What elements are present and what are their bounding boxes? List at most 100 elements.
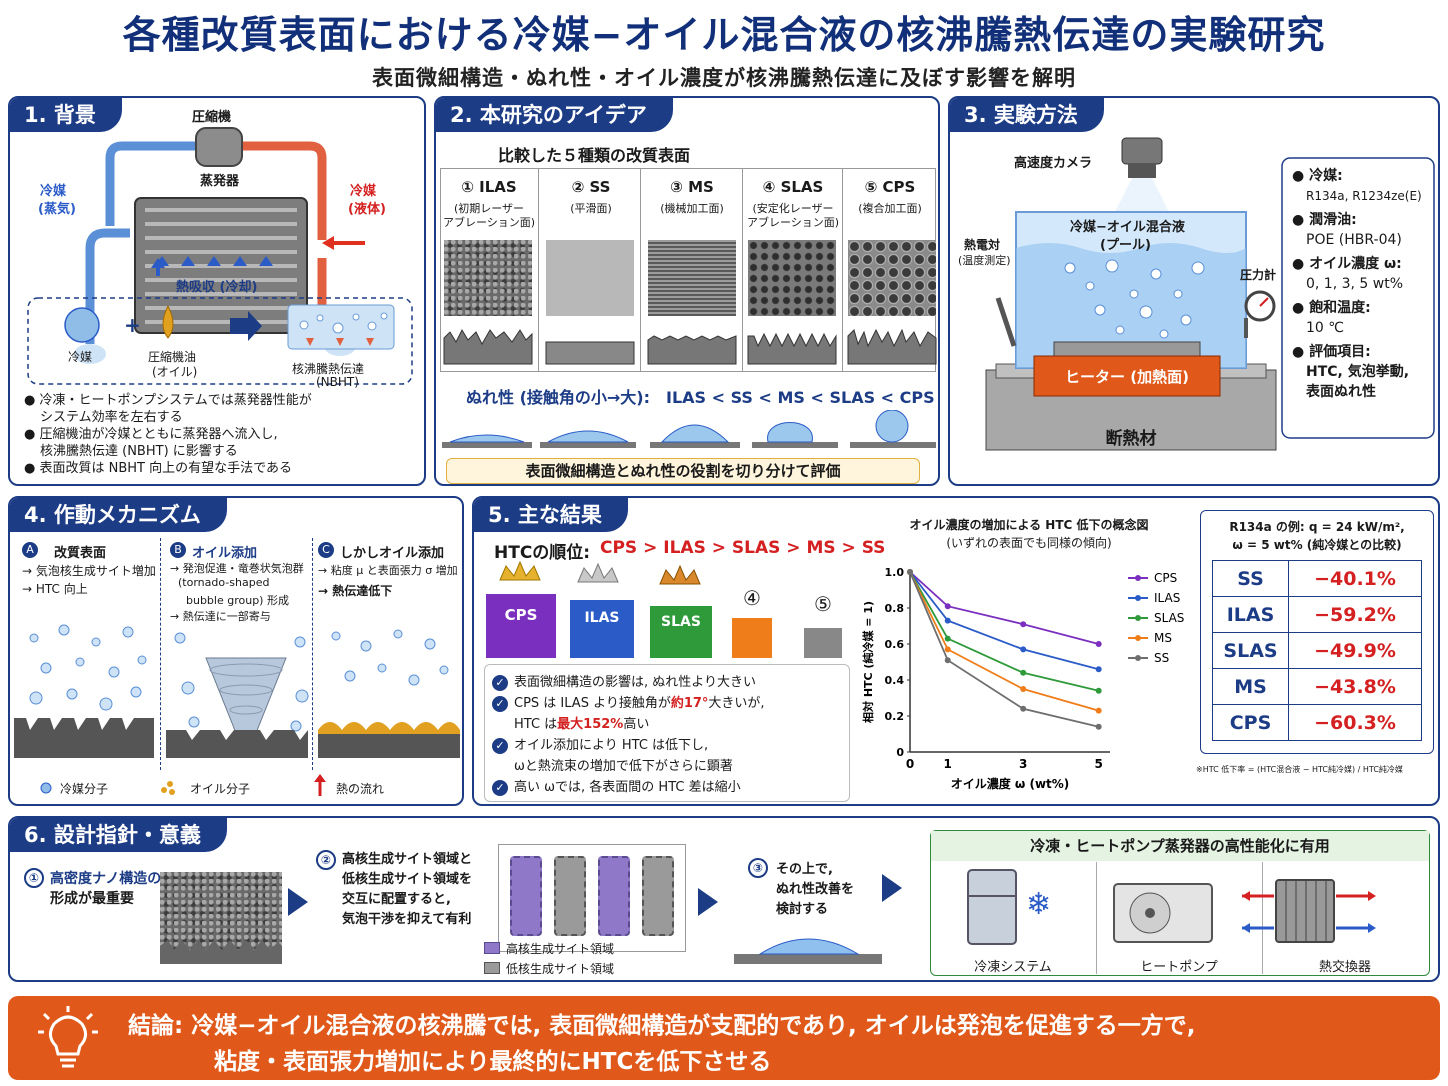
panel-background: 3. 実験方法 高速度カメラ 冷媒−オイル混合液 (プール) 熱電対 (温度測定…: [948, 96, 1440, 486]
vapor-label-sub: (蒸気): [38, 202, 76, 217]
conclusion-line: 粘度・表面張力増加により最終的にHTCを低下させる: [214, 1049, 772, 1075]
table-caption: R134a の例: q = 24 kW/m²,: [1229, 520, 1405, 534]
application-label: ヒートポンプ: [1140, 960, 1218, 975]
wetting-droplet-illustration: [734, 938, 882, 964]
legend-refrigerant: 冷媒分子: [60, 782, 109, 796]
table-row: MS −43.8%: [1212, 668, 1422, 705]
divider: [160, 538, 161, 770]
oil-label-sub: (オイル): [152, 365, 198, 379]
data-point-slas: [1095, 687, 1102, 694]
heat-exchanger-icon: [1275, 879, 1335, 943]
legend-low-label: 低核生成サイト領域: [506, 962, 615, 976]
table-cell-surface: ILAS: [1212, 596, 1289, 633]
pool-label: 冷媒−オイル混合液: [1070, 220, 1185, 235]
table-cell-surface: CPS: [1212, 704, 1289, 741]
grid-divider: [640, 168, 641, 372]
ilas-surface-image: [444, 240, 532, 316]
table-row: SS −40.1%: [1212, 560, 1422, 597]
background-bullets: ● 冷凍・ヒートポンプシステムでは蒸発器性能が システム効率を左右する ● 圧縮…: [24, 392, 424, 477]
htc-line-chart: 0 0.2 0.4 0.6 0.8 1.0 0 1 3 5 オイル濃度 ω (wt%) 相対 HTC …: [861, 566, 1184, 791]
step3-line: ぬれ性改善を: [776, 882, 855, 897]
mech-b-line: → 熱伝達に一部寄与: [170, 610, 271, 623]
spec-label: ● 冷媒:: [1292, 168, 1343, 184]
legend-marker: [1135, 655, 1141, 661]
arrow-right-icon: [230, 311, 262, 341]
evaporator-label: 蒸発器: [200, 174, 240, 189]
bullet-item: 核沸騰熱伝達 (NBHT) に影響する: [40, 444, 238, 459]
spec-label: ● 飽和温度:: [1292, 300, 1371, 316]
podium-label: CPS: [504, 606, 538, 624]
arrow-right-icon: [288, 888, 308, 916]
data-point-ss: [907, 569, 913, 575]
spec-value: 10 ℃: [1306, 320, 1344, 336]
finding-item: ✓ 表面微細構造の影響は, ぬれ性より大きい: [492, 672, 848, 693]
conclusion-line: 結論: 冷媒−オイル混合液の核沸騰では, 表面微細構造が支配的であり, オイルは…: [128, 1013, 1196, 1039]
pool-label-sub: (プール): [1100, 238, 1151, 253]
findings-list: ✓ 表面微細構造の影響は, ぬれ性より大きい ✓ CPS は ILAS より接触角が…: [492, 672, 848, 798]
panel-title: 5. 主な結果: [474, 498, 628, 532]
series-line-ilas: [909, 571, 1099, 671]
spec-value: 0, 1, 3, 5 wt%: [1306, 276, 1404, 292]
ss-surface-image: [546, 240, 634, 316]
conclusion-banner: 結論: 冷媒−オイル混合液の核沸騰では, 表面微細構造が支配的であり, オイルは…: [8, 996, 1440, 1080]
table-footnote: ※HTC 低下率 = (HTC混合液 − HTC純冷媒) / HTC純冷媒: [1196, 765, 1403, 774]
arrow-right-icon: [882, 874, 902, 902]
bullet-item: ● 冷凍・ヒートポンプシステムでは蒸発器性能が: [24, 393, 312, 408]
table-cell-value: −49.9%: [1288, 632, 1422, 669]
data-point-ms: [944, 646, 951, 653]
lightbulb-icon: [38, 1006, 98, 1068]
legend-high-label: 高核生成サイト領域: [506, 942, 615, 956]
mech-b-heading: オイル添加: [192, 546, 258, 561]
finding-item: ωと熱流束の増加で低下がさらに顕著: [514, 759, 733, 774]
refrigerant-molecule-icon: [40, 782, 52, 794]
legend-label: SLAS: [1154, 611, 1184, 625]
data-point-slas: [944, 635, 951, 642]
rank-value: CPS > ILAS > SLAS > MS > SS: [600, 538, 886, 558]
panel-background: 5. 主な結果 HTCの順位: CPS > ILAS > SLAS > MS >…: [472, 496, 1440, 806]
experiment-apparatus-diagram: [985, 137, 1435, 451]
grid-divider: [742, 168, 743, 372]
step-number-badge: ②: [316, 850, 336, 870]
table-cell-surface: SS: [1212, 560, 1289, 597]
y-tick-label: 0: [896, 746, 904, 759]
surface-name: ① ILAS: [461, 178, 517, 196]
series-line-slas: [909, 571, 1099, 692]
thermocouple-label: 熱電対: [964, 238, 1001, 252]
low-nucleation-region: [642, 856, 674, 936]
check-icon: ✓: [492, 674, 508, 691]
surface-desc: (機械加工面): [660, 202, 724, 215]
x-tick-label: 5: [1094, 757, 1102, 771]
y-tick-label: 0.4: [885, 674, 905, 687]
spec-value: R134a, R1234ze(E): [1306, 189, 1422, 203]
legend-marker: [1135, 595, 1141, 601]
data-point-ss: [1095, 723, 1102, 730]
divider: [312, 538, 313, 770]
table-cell-value: −40.1%: [1288, 560, 1422, 597]
bullet-item: システム効率を左右する: [40, 410, 183, 425]
crown-icon: [659, 564, 701, 585]
grid-divider: [538, 168, 539, 372]
podium-label: ④: [743, 586, 761, 610]
applications-title: 冷凍・ヒートポンプ蒸発器の高性能化に有用: [931, 831, 1429, 861]
data-point-cps: [1020, 621, 1027, 628]
step-number-badge: ③: [748, 858, 768, 878]
y-tick-label: 0.8: [885, 602, 905, 615]
surface-desc: アブレーション面): [746, 216, 840, 229]
mech-a-heading: 改質表面: [54, 546, 107, 561]
series-line-ms: [909, 571, 1099, 712]
divider: [1096, 862, 1097, 974]
mech-c-heading: しかしオイル添加: [340, 546, 445, 561]
podium-label: SLAS: [661, 614, 701, 630]
table-row: ILAS −59.2%: [1212, 596, 1422, 633]
chart-title: オイル濃度の増加による HTC 低下の概念図: [909, 518, 1149, 532]
legend-label: ILAS: [1154, 591, 1180, 605]
step3-line: その上で,: [776, 862, 833, 877]
mech-b-line: bubble group) 形成: [186, 594, 289, 607]
wettability-order: ぬれ性 (接触角の小→大): ILAS < SS < MS < SLAS < C…: [466, 388, 935, 407]
panel-title: 1. 背景: [10, 98, 122, 132]
slas-surface-image: [748, 240, 836, 316]
findings-box: [484, 664, 850, 802]
nbht-label-sub: (NBHT): [316, 375, 359, 389]
vapor-label: 冷媒: [40, 184, 67, 199]
panel-title: 3. 実験方法: [950, 98, 1104, 132]
